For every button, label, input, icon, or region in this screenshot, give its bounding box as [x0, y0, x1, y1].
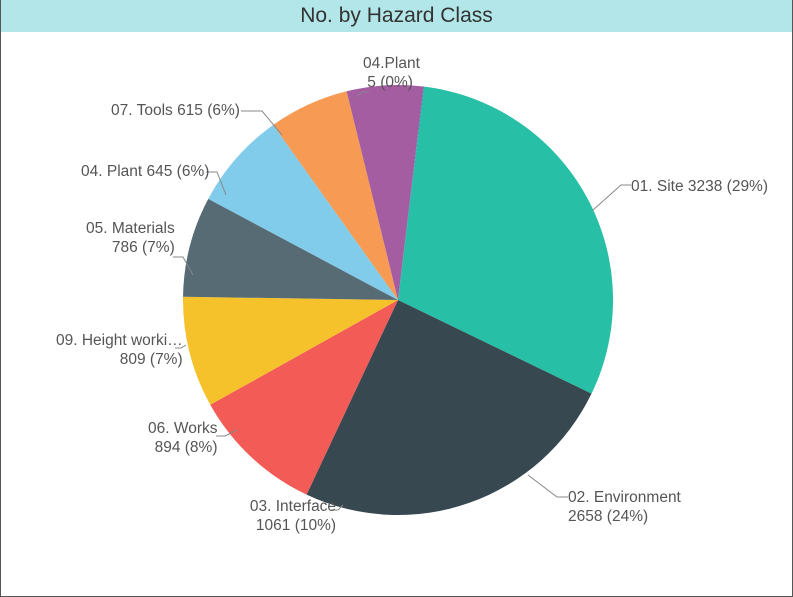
- slice-label: 07. Tools 615 (6%): [111, 102, 240, 121]
- slice-label: 09. Height worki… 809 (7%): [56, 332, 183, 370]
- slice-label: 03. Interface 1061 (10%): [243, 498, 336, 536]
- leader-line: [528, 475, 568, 497]
- slice-label: 04.Plant 5 (0%): [363, 55, 420, 93]
- slice-label: 04. Plant 645 (6%): [81, 163, 209, 182]
- slice-label: 01. Site 3238 (29%): [631, 178, 768, 197]
- leader-line: [593, 185, 631, 210]
- pie-chart-area: 01. Site 3238 (29%) 02. Environment 2658 …: [1, 32, 792, 596]
- chart-container: No. by Hazard Class 01. Site 3238 (29%)0…: [0, 0, 793, 597]
- slice-label: 06. Works 894 (8%): [148, 420, 218, 458]
- slice-label: 05. Materials 786 (7%): [86, 220, 175, 258]
- chart-title: No. by Hazard Class: [1, 0, 792, 32]
- slice-label: 02. Environment 2658 (24%): [568, 489, 681, 527]
